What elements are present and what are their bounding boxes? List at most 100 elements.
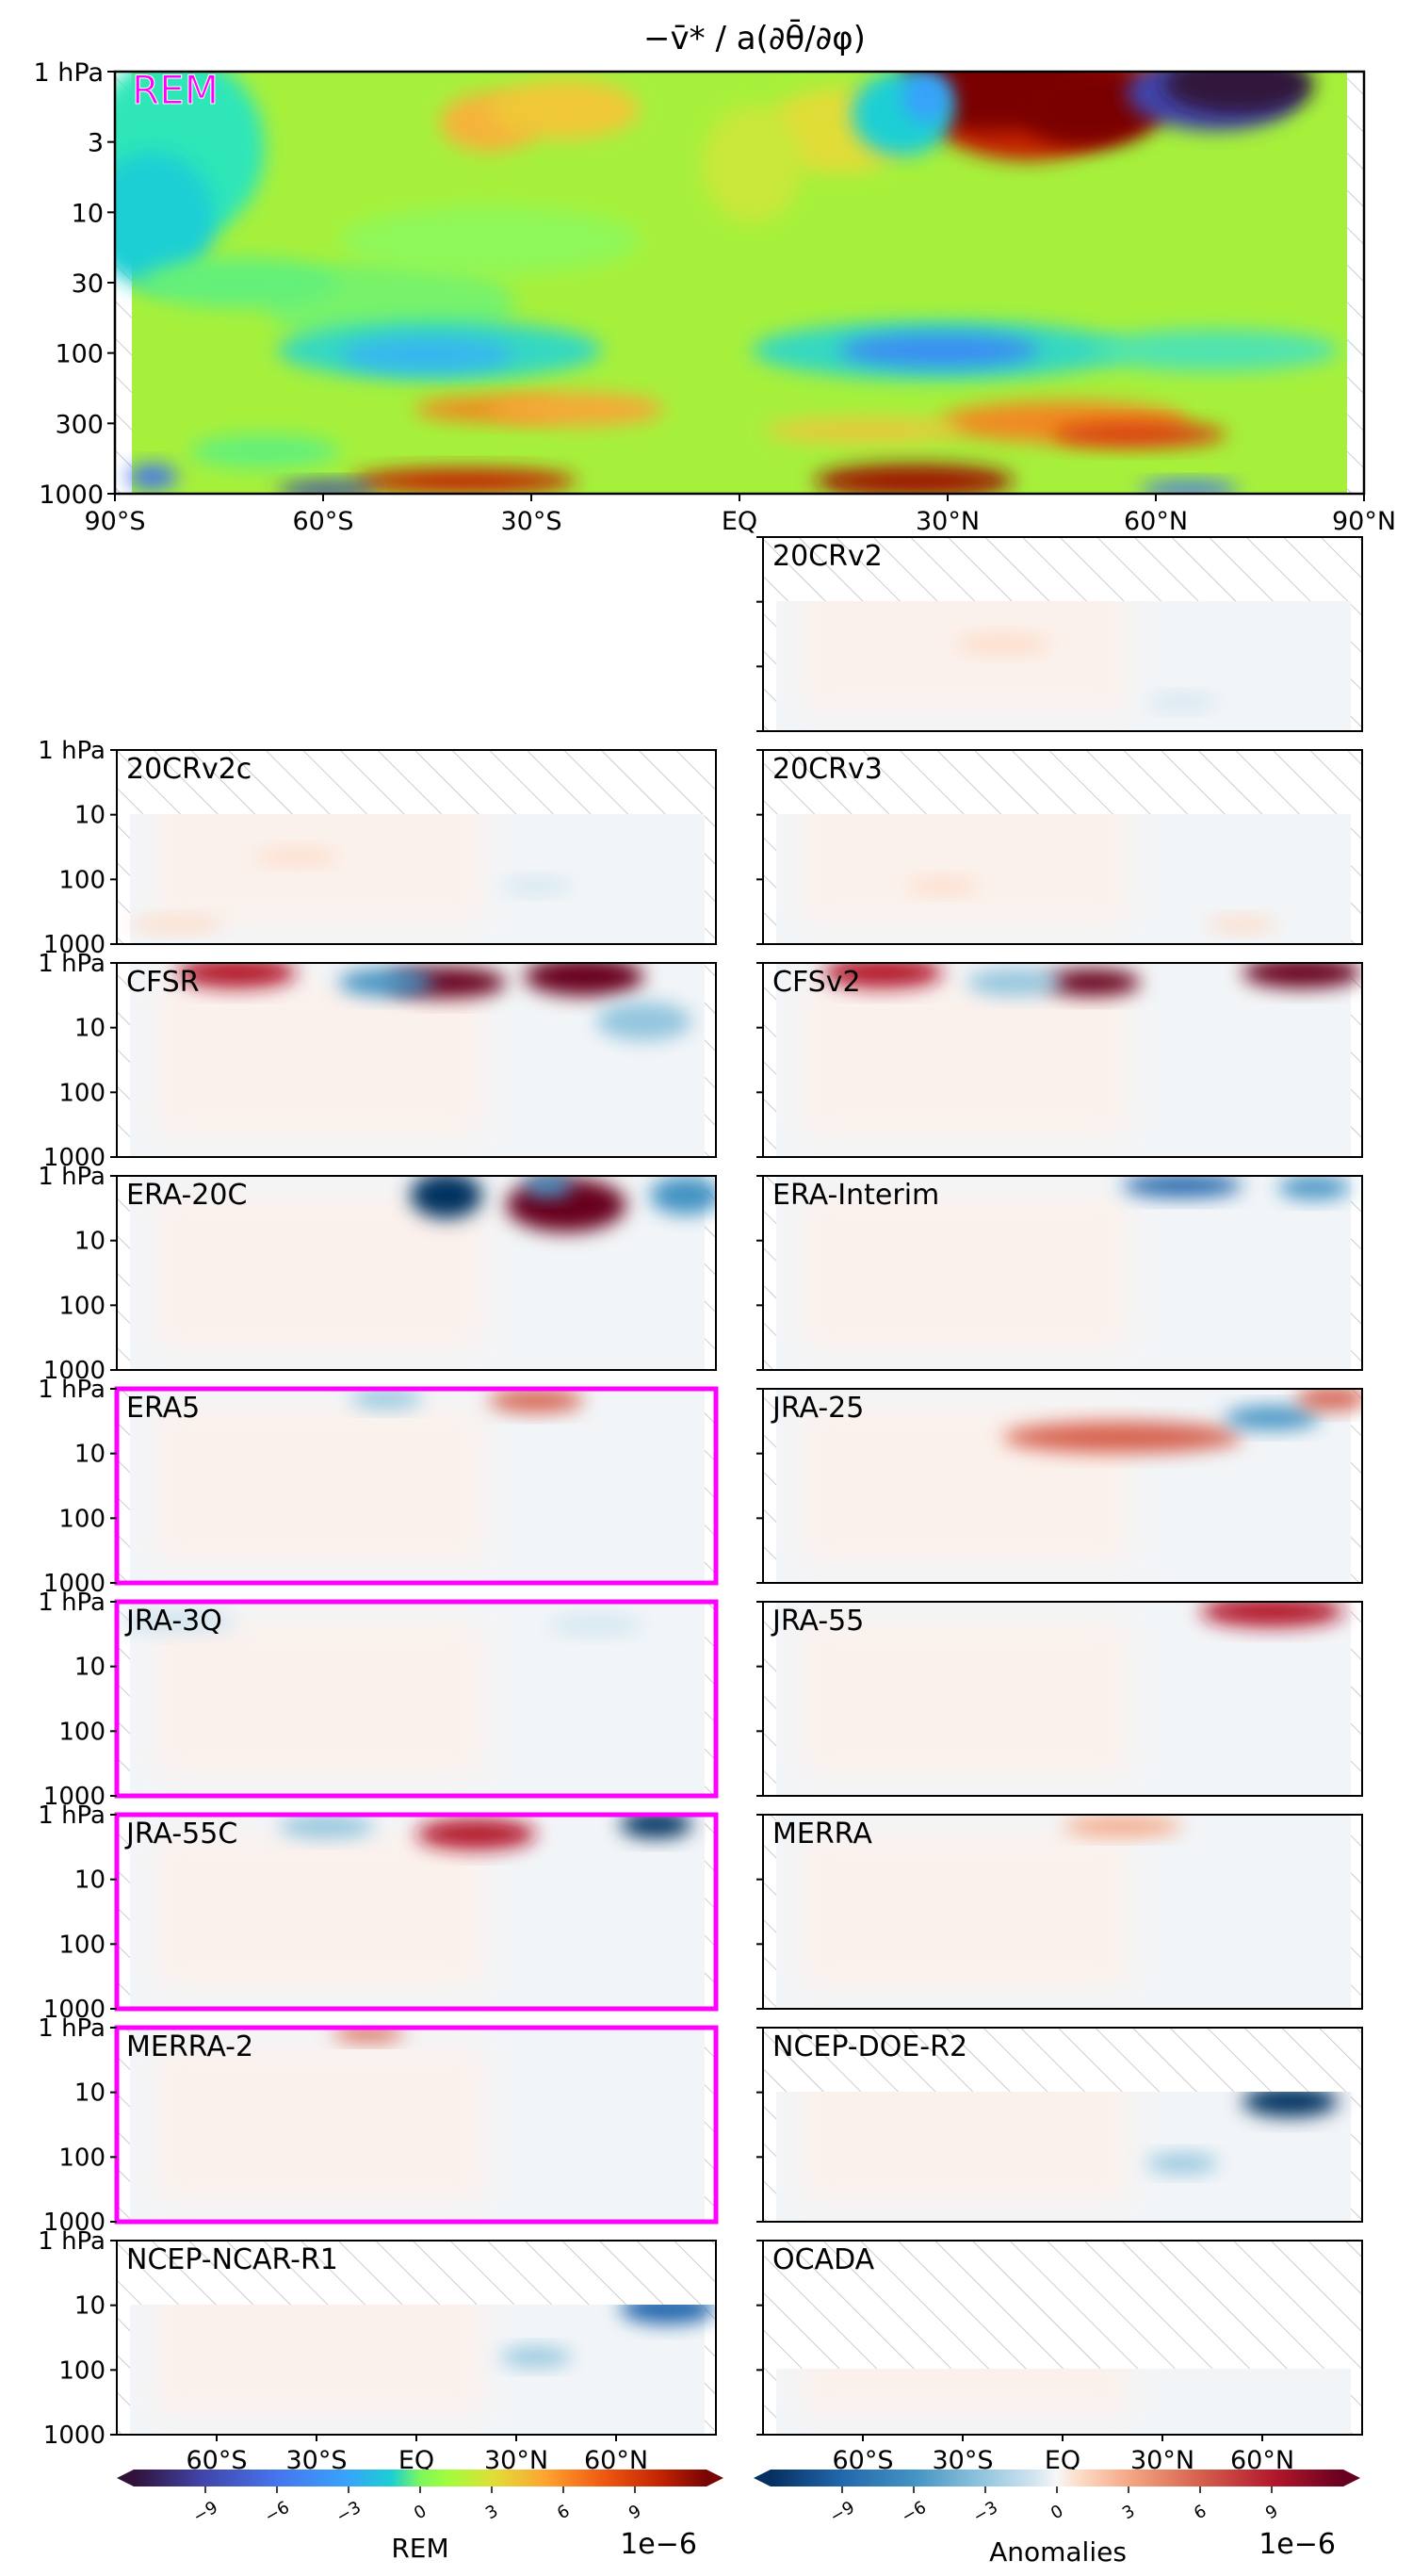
main-contour-blob <box>127 464 178 490</box>
main-contour-blob <box>489 79 640 139</box>
panel-anomaly-blob <box>500 877 573 894</box>
panel-hatch-top <box>117 750 716 814</box>
panel-field <box>117 1389 716 1583</box>
main-x-tick-label: 60°N <box>1124 507 1188 536</box>
main-x-axis: 90°S 60°S 30°S EQ 30°N 60°N 90°N <box>85 494 1396 536</box>
bottom-x-axes: 60°S 30°S EQ 30°N 60°N 60°S 30°S EQ 30°N 60°N <box>187 2435 1294 2475</box>
panel-hatch-right <box>705 1176 716 1370</box>
colorbar-tick-label: −9 <box>827 2498 858 2527</box>
panel-anomaly-blob <box>524 963 644 997</box>
panel-anomaly-blob <box>1063 1817 1183 1836</box>
panel-y-tick-label: 100 <box>58 2144 106 2172</box>
main-y-tick-label: 3 <box>88 129 104 158</box>
colorbar-right-ticks: −9 −6 −3 0 3 6 9 <box>827 2486 1281 2527</box>
panel-merra-2: MERRA-2 1 hPa 10 100 1000 <box>38 2014 719 2237</box>
panel-20crv2: 20CRv2 <box>756 536 1363 732</box>
panel-y-tick-label: 1 hPa <box>38 1802 106 1830</box>
panel-field <box>117 963 716 1157</box>
panel-background-warm <box>801 982 1130 1138</box>
main-contour-blob <box>339 337 515 372</box>
panel-hatch-right <box>705 1602 716 1796</box>
panel-frame <box>762 1814 1363 2010</box>
panel-anomaly-blob <box>176 963 297 988</box>
panel-hatch-right <box>1351 1815 1362 2009</box>
panel-y-tick-label: 100 <box>58 1505 106 1533</box>
panel-y-tick-label: 1000 <box>43 2421 106 2450</box>
panel-field <box>117 1602 716 1796</box>
panel-background-warm <box>154 1834 484 1990</box>
main-y-tick-label: 100 <box>55 340 104 369</box>
panel-y-tick-label: 1 hPa <box>38 2227 106 2256</box>
panel-y-tick-label: 1 hPa <box>38 1163 106 1191</box>
panel-anomaly-blob <box>547 1615 644 1636</box>
colorbar-right-bar <box>771 2470 1343 2486</box>
panel-hatch-left <box>763 1389 776 1583</box>
colorbar-tick-label: 3 <box>1119 2501 1138 2523</box>
panel-field <box>763 750 1362 944</box>
panel-hatch-top <box>763 2028 1362 2092</box>
main-contour-blob <box>1014 72 1164 148</box>
panel-frame <box>114 1812 719 2012</box>
panel-jra-3q: JRA-3Q 1 hPa 10 100 1000 <box>38 1589 719 1811</box>
panel-era-interim: ERA-Interim <box>756 1175 1363 1371</box>
panel-frame <box>762 536 1363 732</box>
panel-hatch-right <box>705 2028 716 2222</box>
main-contour-blob <box>764 417 965 444</box>
panel-field <box>117 750 716 944</box>
panel-anomaly-blob <box>1044 969 1141 997</box>
main-contour-blob <box>351 468 577 494</box>
panel-hatch-left <box>763 1815 776 2009</box>
anomaly-panels: 20CRv2 20CRv2c 1 hPa 10 100 1000 20CRv3 CFSR 1 h… <box>38 536 1363 2450</box>
panel-anomaly-blob <box>1200 1602 1344 1627</box>
panel-hatch-left <box>117 1815 130 2009</box>
panel-y-tick-label: 1 hPa <box>38 1589 106 1617</box>
panel-frame <box>762 749 1363 945</box>
colorbar-tick-label: −3 <box>333 2498 365 2527</box>
colorbar-tick-label: −9 <box>190 2498 221 2527</box>
panel-era-20c: ERA-20C 1 hPa 10 100 1000 <box>38 1163 717 1385</box>
panel-field <box>763 537 1362 731</box>
colorbar-tick-label: 6 <box>1191 2501 1210 2523</box>
panel-y-tick-label: 1000 <box>43 1357 106 1385</box>
panel-hatch-top <box>763 537 1362 601</box>
panel-y-tick-label: 100 <box>58 866 106 894</box>
main-panel: REM 1 hPa 3 10 30 100 300 1000 90°S 60°S 30°S EQ 3… <box>34 58 1397 536</box>
panel-hatch-top <box>763 2241 1362 2369</box>
panel-frame <box>762 962 1363 1158</box>
panel-anomaly-blob <box>410 1176 482 1219</box>
panel-label: JRA-25 <box>771 1392 864 1425</box>
panel-merra: MERRA <box>756 1814 1363 2010</box>
panel-background-warm <box>154 982 484 1138</box>
colorbar-right-min-arrow <box>754 2470 771 2486</box>
main-y-tick-label: 10 <box>72 199 104 228</box>
panel-y-tick-label: 100 <box>58 1931 106 1959</box>
panel-field <box>117 1176 716 1370</box>
panel-frame <box>762 2027 1363 2223</box>
panel-anomaly-blob <box>650 1176 716 1215</box>
panel-frame <box>116 749 717 945</box>
panel-y-tick-label: 100 <box>58 2356 106 2385</box>
panel-hatch-left <box>117 2028 130 2222</box>
panel-anomaly-blob <box>1146 2153 1219 2174</box>
colorbar-tick-label: 0 <box>411 2501 430 2523</box>
panel-anomaly-blob <box>1224 1406 1321 1430</box>
panel-background-warm <box>154 1408 484 1564</box>
panel-hatch-left <box>763 1176 776 1370</box>
panel-hatch-right <box>705 963 716 1157</box>
panel-anomaly-blob <box>1242 2085 1339 2117</box>
panel-anomaly-blob <box>906 877 979 894</box>
panel-hatch-right <box>705 1815 716 2009</box>
main-contour-blob <box>901 72 952 122</box>
panel-y-tick-label: 10 <box>74 1441 106 1469</box>
panel-y-tick-label: 1000 <box>43 2209 106 2237</box>
panel-y-tick-label: 10 <box>74 2079 106 2108</box>
panel-frame <box>762 1601 1363 1797</box>
panel-anomaly-blob <box>1277 1176 1351 1199</box>
main-contour-blob <box>1163 72 1314 114</box>
panel-anomaly-blob <box>966 969 1063 997</box>
panel-anomaly-blob <box>822 963 943 988</box>
panel-20crv3: 20CRv3 <box>756 749 1363 945</box>
panel-anomaly-blob <box>278 1815 375 1838</box>
colorbar-left-multiplier: 1e−6 <box>620 2528 697 2561</box>
